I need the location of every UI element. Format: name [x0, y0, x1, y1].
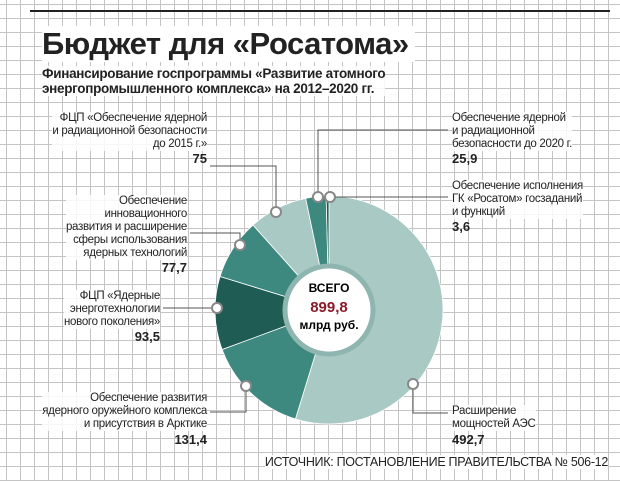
- value-label: 93,5: [134, 329, 160, 344]
- category-label: Обеспечение исполнения ГК «Росатом» госз…: [452, 180, 583, 219]
- category-label: ФЦП «Обеспечение ядерной и радиационной …: [52, 112, 207, 151]
- total-unit: млрд руб.: [299, 318, 358, 332]
- category-label: ФЦП «Ядерные энерготехнологии нового пок…: [64, 290, 160, 329]
- leader-line: [190, 232, 241, 245]
- top-rule: [30, 10, 610, 12]
- leader-line: [210, 165, 277, 212]
- marker: [312, 191, 324, 203]
- source: ИСТОЧНИК: ПОСТАНОВЛЕНИЕ ПРАВИТЕЛЬСТВА № …: [264, 455, 608, 469]
- value-label: 131,4: [174, 432, 207, 447]
- hole: [282, 263, 376, 357]
- value-label: 492,7: [452, 432, 485, 447]
- value-label: 25,9: [452, 151, 478, 166]
- marker: [240, 380, 252, 392]
- total-title: ВСЕГО: [309, 281, 350, 295]
- chart-subtitle: Финансирование госпрограммы «Развитие ат…: [42, 66, 386, 96]
- leader-line: [412, 384, 448, 414]
- marker: [211, 302, 223, 314]
- value-label: 75: [192, 151, 207, 166]
- category-label: Обеспечение ядерной и радиационной безоп…: [452, 112, 573, 151]
- leader-line: [210, 386, 247, 413]
- category-label: Обеспечение развития ядерного оружейного…: [42, 392, 207, 431]
- category-label: Расширение мощностей АЭС: [452, 405, 536, 431]
- chart-title: Бюджет для «Росатома»: [42, 26, 415, 62]
- marker: [234, 239, 246, 251]
- marker: [407, 378, 419, 390]
- value-label: 3,6: [452, 219, 471, 234]
- value-label: 77,7: [161, 260, 187, 275]
- category-label: Обеспечение инновационного развития и ра…: [65, 195, 187, 260]
- marker: [324, 191, 336, 203]
- leader-line: [317, 129, 448, 197]
- marker: [270, 206, 282, 218]
- total-value: 899,8: [310, 299, 348, 316]
